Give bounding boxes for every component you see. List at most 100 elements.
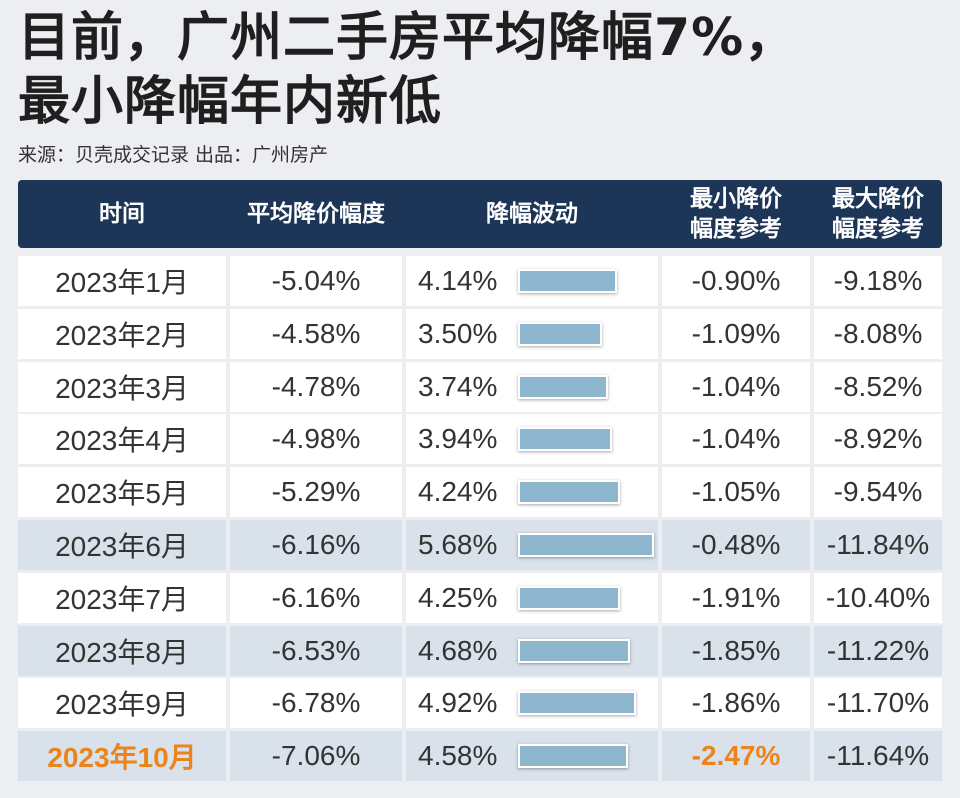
fluctuation-cell: 3.50% bbox=[406, 309, 658, 359]
avg-drop-cell-text: -5.04% bbox=[271, 265, 361, 296]
fluctuation-bar bbox=[518, 533, 654, 557]
fluctuation-bar bbox=[518, 480, 620, 504]
fluctuation-cell: 4.92% bbox=[406, 678, 658, 728]
table-row: 2023年1月 -5.04% 4.14% -0.90% -9.18% bbox=[18, 256, 942, 306]
table-header: 时间 平均降价幅度 降幅波动 最小降价 幅度参考 最大降价 幅度参考 bbox=[18, 180, 942, 248]
header-fluctuation: 降幅波动 bbox=[486, 201, 578, 227]
fluctuation-bar bbox=[518, 269, 617, 293]
fluctuation-bar bbox=[518, 744, 628, 768]
max-drop-cell: -11.22% bbox=[814, 626, 942, 676]
min-drop-cell-text: -1.04% bbox=[691, 423, 781, 454]
fluctuation-cell: 4.25% bbox=[406, 573, 658, 623]
table-row: 2023年6月 -6.16% 5.68% -0.48% -11.84% bbox=[18, 520, 942, 570]
min-drop-cell: -1.04% bbox=[662, 414, 810, 464]
fluctuation-cell: 4.68% bbox=[406, 626, 658, 676]
table-row: 2023年5月 -5.29% 4.24% -1.05% -9.54% bbox=[18, 467, 942, 517]
fluctuation-cell-text: 3.50% bbox=[418, 318, 498, 349]
min-drop-cell-text: -0.90% bbox=[691, 265, 781, 296]
month-cell: 2023年8月 bbox=[18, 626, 226, 676]
avg-drop-cell: -6.16% bbox=[230, 573, 402, 623]
table-row: 2023年8月 -6.53% 4.68% -1.85% -11.22% bbox=[18, 626, 942, 676]
fluctuation-cell: 3.74% bbox=[406, 362, 658, 412]
min-drop-cell: -1.91% bbox=[662, 573, 810, 623]
month-cell: 2023年10月 bbox=[18, 731, 226, 781]
month-cell-text: 2023年6月 bbox=[55, 531, 189, 562]
min-drop-cell-text: -1.86% bbox=[691, 687, 781, 718]
month-cell-text: 2023年9月 bbox=[55, 689, 189, 720]
max-drop-cell: -11.70% bbox=[814, 678, 942, 728]
fluctuation-cell: 3.94% bbox=[406, 414, 658, 464]
max-drop-cell: -10.40% bbox=[814, 573, 942, 623]
avg-drop-cell: -5.04% bbox=[230, 256, 402, 306]
min-drop-cell-text: -1.05% bbox=[691, 476, 781, 507]
month-cell: 2023年7月 bbox=[18, 573, 226, 623]
max-drop-cell: -8.92% bbox=[814, 414, 942, 464]
max-drop-cell-text: -11.70% bbox=[826, 687, 930, 718]
min-drop-cell: -1.86% bbox=[662, 678, 810, 728]
min-drop-cell-text: -1.91% bbox=[691, 582, 781, 613]
avg-drop-cell-text: -4.98% bbox=[271, 423, 361, 454]
month-cell: 2023年9月 bbox=[18, 678, 226, 728]
min-drop-cell: -1.85% bbox=[662, 626, 810, 676]
month-cell-text: 2023年2月 bbox=[55, 320, 189, 351]
avg-drop-cell-text: -6.16% bbox=[271, 529, 361, 560]
avg-drop-cell: -4.78% bbox=[230, 362, 402, 412]
title-line-2: 最小降幅年内新低 bbox=[18, 72, 443, 132]
min-drop-cell: -0.90% bbox=[662, 256, 810, 306]
fluctuation-cell-text: 5.68% bbox=[418, 529, 498, 560]
max-drop-cell-text: -11.64% bbox=[826, 740, 930, 771]
fluctuation-bar bbox=[518, 375, 608, 399]
max-drop-cell: -8.08% bbox=[814, 309, 942, 359]
table-row: 2023年10月 -7.06% 4.58% -2.47% -11.64% bbox=[18, 731, 942, 781]
fluctuation-cell-text: 4.92% bbox=[418, 687, 498, 718]
month-cell-text: 2023年7月 bbox=[55, 584, 189, 615]
fluctuation-cell-text: 4.58% bbox=[418, 740, 498, 771]
month-cell-text: 2023年8月 bbox=[55, 637, 189, 668]
fluctuation-bar bbox=[518, 427, 612, 451]
source-credit: 来源：贝壳成交记录 出品：广州房产 bbox=[18, 144, 329, 166]
fluctuation-cell: 5.68% bbox=[406, 520, 658, 570]
avg-drop-cell-text: -7.06% bbox=[271, 740, 361, 771]
fluctuation-cell-text: 4.68% bbox=[418, 635, 498, 666]
min-drop-cell-text: -1.85% bbox=[691, 635, 781, 666]
table-row: 2023年7月 -6.16% 4.25% -1.91% -10.40% bbox=[18, 573, 942, 623]
month-cell: 2023年2月 bbox=[18, 309, 226, 359]
fluctuation-cell-text: 3.74% bbox=[418, 371, 498, 402]
min-drop-cell: -1.04% bbox=[662, 362, 810, 412]
fluctuation-bar bbox=[518, 586, 620, 610]
fluctuation-cell: 4.24% bbox=[406, 467, 658, 517]
fluctuation-bar bbox=[518, 691, 636, 715]
min-drop-cell-text: -1.04% bbox=[691, 371, 781, 402]
month-cell: 2023年4月 bbox=[18, 414, 226, 464]
avg-drop-cell-text: -6.16% bbox=[271, 582, 361, 613]
fluctuation-cell-text: 3.94% bbox=[418, 423, 498, 454]
table-row: 2023年9月 -6.78% 4.92% -1.86% -11.70% bbox=[18, 678, 942, 728]
max-drop-cell-text: -9.54% bbox=[833, 476, 923, 507]
month-cell: 2023年1月 bbox=[18, 256, 226, 306]
min-drop-cell-text: -1.09% bbox=[691, 318, 781, 349]
max-drop-cell-text: -11.84% bbox=[826, 529, 930, 560]
max-drop-cell-text: -8.92% bbox=[833, 423, 923, 454]
month-cell-text: 2023年10月 bbox=[47, 742, 197, 773]
month-cell-text: 2023年3月 bbox=[55, 373, 189, 404]
avg-drop-cell: -6.16% bbox=[230, 520, 402, 570]
month-cell: 2023年3月 bbox=[18, 362, 226, 412]
max-drop-cell-text: -8.08% bbox=[833, 318, 923, 349]
header-min-drop: 最小降价 幅度参考 bbox=[690, 186, 782, 242]
table-row: 2023年2月 -4.58% 3.50% -1.09% -8.08% bbox=[18, 309, 942, 359]
fluctuation-cell: 4.14% bbox=[406, 256, 658, 306]
max-drop-cell: -9.18% bbox=[814, 256, 942, 306]
avg-drop-cell-text: -4.78% bbox=[271, 371, 361, 402]
month-cell-text: 2023年5月 bbox=[55, 478, 189, 509]
max-drop-cell: -11.64% bbox=[814, 731, 942, 781]
table-row: 2023年3月 -4.78% 3.74% -1.04% -8.52% bbox=[18, 362, 942, 412]
month-cell: 2023年5月 bbox=[18, 467, 226, 517]
avg-drop-cell: -7.06% bbox=[230, 731, 402, 781]
month-cell: 2023年6月 bbox=[18, 520, 226, 570]
header-max-drop: 最大降价 幅度参考 bbox=[832, 186, 924, 242]
avg-drop-cell: -5.29% bbox=[230, 467, 402, 517]
fluctuation-cell-text: 4.25% bbox=[418, 582, 498, 613]
max-drop-cell-text: -10.40% bbox=[825, 582, 931, 613]
fluctuation-bar bbox=[518, 639, 630, 663]
max-drop-cell-text: -9.18% bbox=[833, 265, 923, 296]
